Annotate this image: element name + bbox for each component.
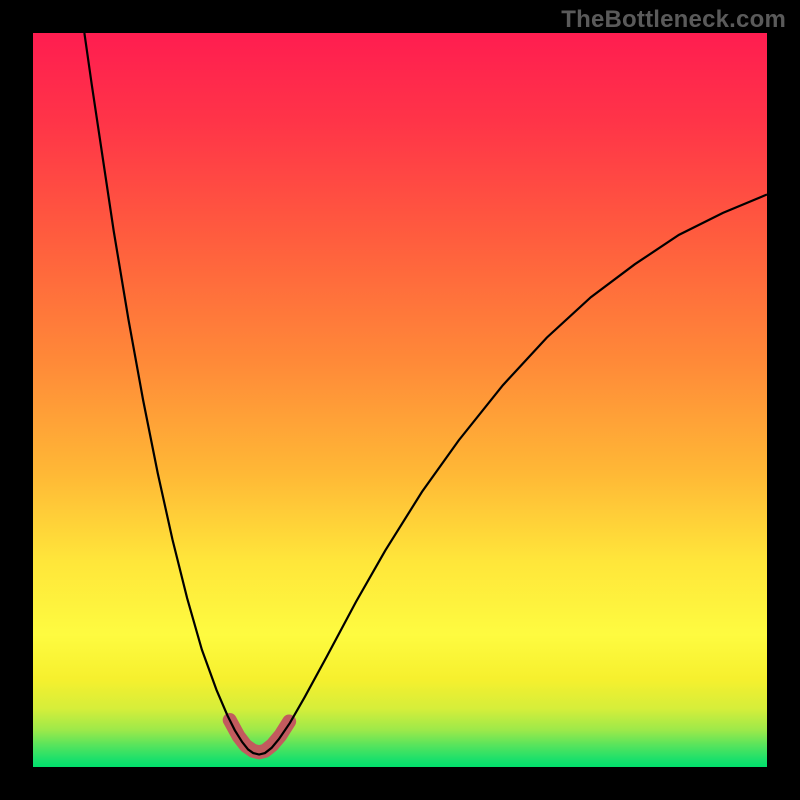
watermark-text: TheBottleneck.com xyxy=(561,6,786,34)
stage: TheBottleneck.com xyxy=(0,0,800,800)
plot-area xyxy=(33,33,767,767)
plot-svg xyxy=(33,33,767,767)
curve-path xyxy=(84,33,767,755)
